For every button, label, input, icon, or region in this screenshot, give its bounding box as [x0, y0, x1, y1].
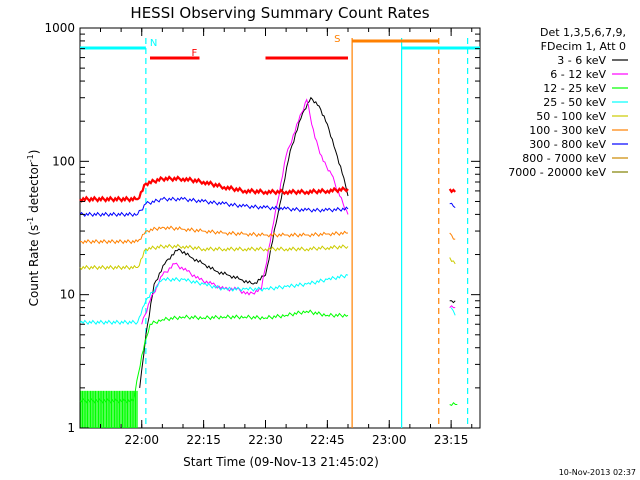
legend: Det 1,3,5,6,7,9, FDecim 1, Att 0 3 - 6 k… [508, 26, 628, 179]
timestamp-stamp: 10-Nov-2013 02:37 [559, 468, 636, 477]
series-line-0-0 [139, 96, 349, 388]
y-tick-label-3: 1000 [44, 21, 75, 35]
x-tick-label-1: 22:15 [186, 433, 221, 447]
plot-frame [79, 27, 481, 429]
series-line-5-1 [449, 232, 456, 240]
legend-header-line-1: Det 1,3,5,6,7,9, [540, 26, 626, 39]
series-line-0-1 [449, 300, 456, 304]
y-label-part-3: -1 [26, 154, 35, 162]
legend-label-6: 300 - 800 keV [529, 138, 606, 151]
legend-label-0: 3 - 6 keV [557, 54, 606, 67]
x-axis: 22:00 22:15 22:30 22:45 23:00 23:15 [99, 28, 473, 447]
series-line-3-1 [450, 307, 456, 316]
series-line-4-1 [449, 257, 456, 265]
series-line-5-0 [80, 225, 349, 245]
y-tick-label-0: 1 [67, 421, 75, 435]
x-tick-label-2: 22:30 [248, 433, 283, 447]
series-line-9-1 [448, 188, 456, 194]
series-line-4-0 [79, 243, 349, 271]
flag-label-0: N [150, 38, 157, 49]
legend-label-8: 7000 - 20000 keV [508, 166, 606, 179]
series-line-3-0 [79, 273, 349, 325]
x-tick-label-5: 23:15 [434, 433, 469, 447]
y-tick-label-2: 100 [52, 154, 75, 168]
y-label-part-1: -1 [26, 217, 35, 225]
x-axis-label: Start Time (09-Nov-13 21:45:02) [183, 455, 379, 469]
x-tick-label-3: 22:45 [310, 433, 345, 447]
series-line-6-1 [449, 202, 456, 209]
flag-label-3: S [334, 34, 340, 45]
y-tick-label-1: 10 [60, 288, 75, 302]
legend-label-2: 12 - 25 keV [543, 82, 606, 95]
legend-label-3: 25 - 50 keV [543, 96, 606, 109]
legend-label-1: 6 - 12 keV [550, 68, 606, 81]
legend-label-5: 100 - 300 keV [529, 124, 606, 137]
y-label-part-4: ) [27, 150, 41, 155]
y-axis: 1 10 100 1000 [44, 21, 480, 435]
series-line-1-1 [449, 305, 456, 309]
y-label-part-2: detector [27, 162, 41, 217]
flag-label-1: F [191, 48, 197, 59]
plot-area: N F S [79, 27, 481, 429]
legend-header-line-2: FDecim 1, Att 0 [541, 40, 626, 53]
y-label-part-0: Count Rate (s [27, 225, 41, 307]
series-line-1-0 [141, 98, 349, 325]
x-tick-label-4: 23:00 [372, 433, 407, 447]
series-line-2-1 [449, 401, 458, 407]
chart-title: HESSI Observing Summary Count Rates [130, 4, 429, 22]
y-axis-label: Count Rate (s-1 detector-1) [26, 150, 41, 307]
series-line-9-0 [79, 175, 349, 203]
legend-label-7: 800 - 7000 keV [522, 152, 606, 165]
x-tick-label-0: 22:00 [124, 433, 159, 447]
legend-label-4: 50 - 100 keV [536, 110, 606, 123]
series-line-6-0 [79, 196, 349, 218]
